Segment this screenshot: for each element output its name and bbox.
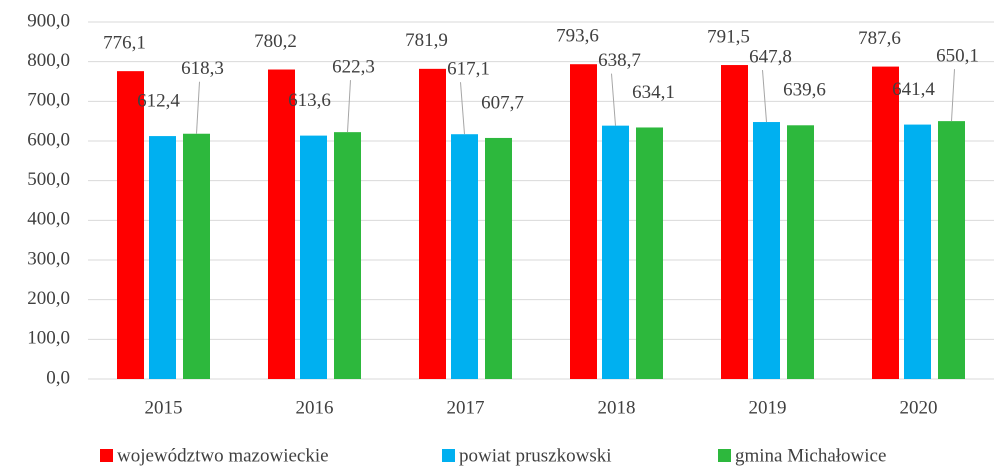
data-label: 618,3	[181, 58, 224, 79]
y-tick-label: 800,0	[27, 50, 70, 71]
bar	[787, 125, 814, 380]
x-tick-label: 2020	[900, 397, 938, 418]
data-label: 638,7	[598, 50, 641, 71]
data-label: 787,6	[858, 28, 901, 49]
leader-line	[951, 69, 955, 122]
data-label: 622,3	[332, 57, 375, 78]
bar	[300, 135, 327, 379]
bar	[451, 134, 478, 379]
bar	[636, 127, 663, 379]
x-tick-label: 2016	[296, 397, 334, 418]
legend-label: województwo mazowieckie	[117, 445, 329, 466]
y-tick-label: 100,0	[27, 328, 70, 349]
data-label: 617,1	[447, 59, 490, 80]
y-tick-label: 0,0	[46, 367, 70, 388]
legend-swatch	[442, 449, 455, 462]
legend-swatch	[718, 449, 731, 462]
y-tick-label: 600,0	[27, 129, 70, 150]
data-label: 612,4	[137, 90, 180, 111]
bar	[419, 68, 446, 379]
x-tick-label: 2019	[749, 397, 787, 418]
bar	[602, 125, 629, 379]
legend-label: powiat pruszkowski	[459, 445, 612, 466]
bar	[753, 122, 780, 379]
x-tick-label: 2015	[145, 397, 183, 418]
y-tick-label: 400,0	[27, 209, 70, 230]
y-tick-label: 200,0	[27, 288, 70, 309]
data-label: 639,6	[783, 80, 826, 101]
bar	[117, 71, 144, 379]
data-label: 607,7	[481, 92, 524, 113]
bar	[570, 64, 597, 380]
data-label: 791,5	[707, 26, 750, 47]
bar	[268, 69, 295, 380]
bar	[183, 133, 210, 379]
y-tick-label: 900,0	[27, 10, 70, 31]
bar	[938, 121, 965, 379]
leader-line	[196, 81, 200, 134]
legend-label: gmina Michałowice	[735, 445, 886, 466]
leader-line	[762, 70, 767, 123]
bar	[721, 65, 748, 379]
y-tick-label: 500,0	[27, 169, 70, 190]
data-label: 634,1	[632, 82, 675, 103]
leader-line	[347, 80, 351, 133]
y-tick-label: 300,0	[27, 248, 70, 269]
x-tick-label: 2018	[598, 397, 636, 418]
data-label: 647,8	[749, 46, 792, 67]
data-label: 793,6	[556, 26, 599, 47]
x-tick-label: 2017	[447, 397, 485, 418]
legend-swatch	[100, 449, 113, 462]
data-label: 776,1	[103, 33, 146, 54]
y-tick-label: 700,0	[27, 90, 70, 111]
bar	[872, 66, 899, 380]
data-label: 650,1	[936, 45, 979, 66]
bar	[334, 132, 361, 379]
data-label: 613,6	[288, 90, 331, 111]
leader-line	[460, 82, 465, 135]
data-label: 780,2	[254, 31, 297, 52]
data-label: 641,4	[892, 79, 935, 100]
data-label: 781,9	[405, 30, 448, 51]
bar	[149, 136, 176, 379]
leader-line	[611, 73, 616, 126]
bar	[485, 137, 512, 379]
bar	[904, 124, 931, 379]
